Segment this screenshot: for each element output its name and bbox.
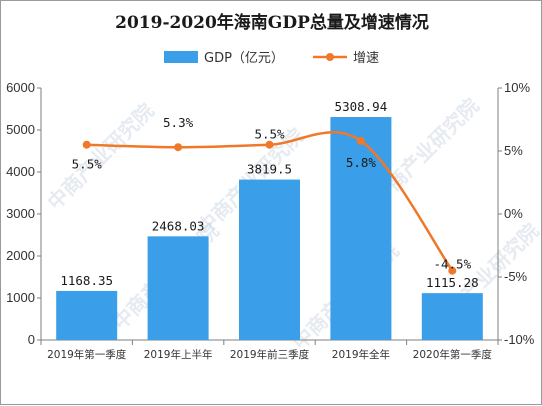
gdp-bar <box>147 236 209 340</box>
x-tick-label: 2019年第一季度 <box>47 348 127 361</box>
gdp-data-label: 1115.28 <box>426 275 479 290</box>
growth-point <box>356 136 365 145</box>
growth-line-series <box>82 131 457 275</box>
x-tick-label: 2019年前三季度 <box>230 348 310 361</box>
y-left-tick-label: 2000 <box>6 248 35 263</box>
legend-swatch-growth-marker <box>326 53 334 61</box>
growth-line <box>86 131 454 272</box>
legend-label-growth: 增速 <box>353 51 379 66</box>
growth-point <box>82 140 91 149</box>
y-left-tick-label: 4000 <box>6 164 35 179</box>
legend-swatch-gdp <box>164 51 198 63</box>
growth-data-label: 5.5% <box>72 157 103 172</box>
y-right-tick-label: 0% <box>504 206 523 221</box>
gdp-data-label: 1168.35 <box>60 273 113 288</box>
y-right-tick-label: 5% <box>504 143 523 158</box>
growth-point <box>448 266 457 275</box>
growth-data-label: 5.5% <box>254 127 285 142</box>
y-right-tick-label: -10% <box>504 332 535 347</box>
growth-point <box>174 143 183 152</box>
gdp-data-label: 5308.94 <box>335 99 388 114</box>
y-right-tick-label: 10% <box>504 80 530 95</box>
growth-data-label: 5.3% <box>163 115 194 130</box>
data-labels: 1168.35 2468.03 3819.5 5308.94 1115.28 5.5% 5.… <box>60 99 478 290</box>
legend-label-gdp: GDP（亿元） <box>204 51 284 66</box>
growth-data-label: 5.8% <box>346 155 377 170</box>
growth-data-label: -4.5% <box>433 257 471 272</box>
y-left-tick-label: 0 <box>28 332 35 347</box>
y-left-tick-label: 3000 <box>6 206 35 221</box>
gdp-data-label: 3819.5 <box>247 162 292 177</box>
y-left-tick-label: 5000 <box>6 122 35 137</box>
gdp-data-label: 2468.03 <box>152 218 205 233</box>
x-tick-label: 2019年上半年 <box>144 348 213 361</box>
x-tick-label: 2020年第一季度 <box>413 348 493 361</box>
gdp-bar <box>239 179 300 340</box>
growth-point <box>265 140 274 149</box>
y-right-tick-label: -5% <box>504 269 528 284</box>
x-tick-label: 2019年全年 <box>332 348 390 361</box>
gdp-bar <box>421 293 483 340</box>
bar-series <box>56 117 483 340</box>
legend: GDP（亿元） 增速 <box>164 51 379 66</box>
y-left-tick-label: 6000 <box>6 80 35 95</box>
y-left-tick-label: 1000 <box>6 290 35 305</box>
chart-title: 2019-2020年海南GDP总量及增速情况 <box>115 12 429 33</box>
gdp-bar <box>56 290 118 340</box>
gdp-bar <box>330 117 392 340</box>
